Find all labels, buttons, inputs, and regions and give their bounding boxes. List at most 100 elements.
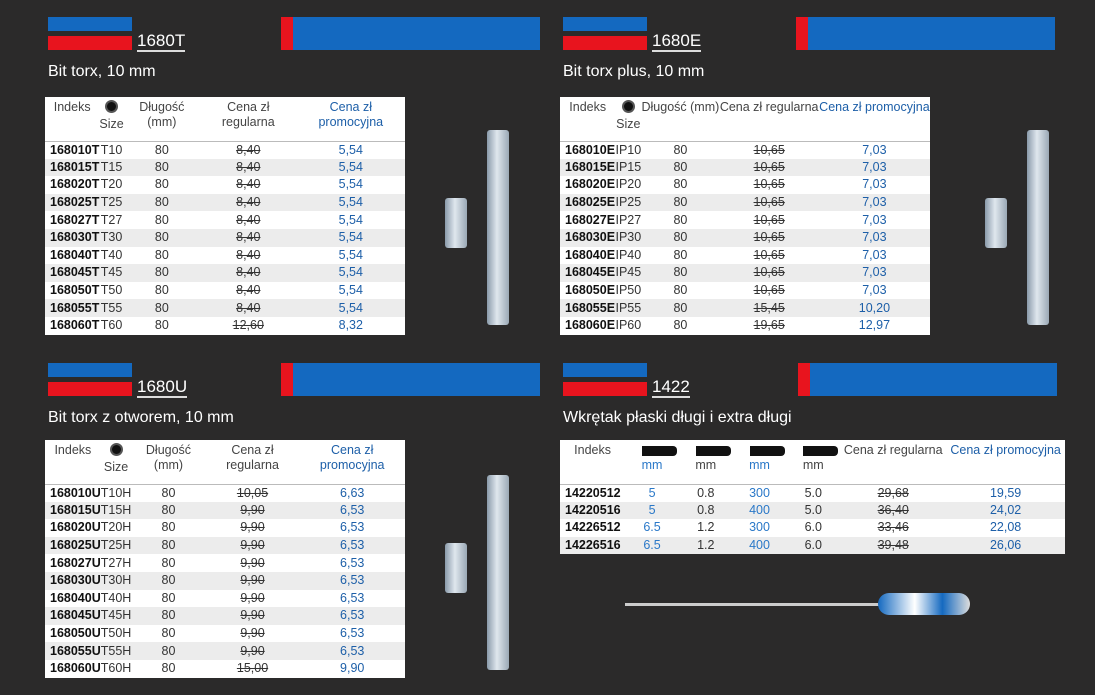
header-label: Długość (mm) xyxy=(145,443,192,472)
table-cell: 9,90 xyxy=(240,573,265,588)
table-cell: 168050E xyxy=(565,283,616,298)
table-cell: 80 xyxy=(154,300,169,315)
table-cell: IP45 xyxy=(615,265,642,280)
table-row: 168040E IP40 80 10,65 7,03 xyxy=(560,247,930,265)
table-cell: 15,00 xyxy=(236,661,269,676)
column-header: Cena zł promocyjna xyxy=(946,440,1065,484)
table-row: 168050T T50 80 8,40 5,54 xyxy=(45,282,405,300)
table-cell: 10,65 xyxy=(753,230,785,245)
table-cell: 168020T xyxy=(50,177,100,192)
table-cell: T15H xyxy=(100,502,132,517)
table-row: 168015T T15 80 8,40 5,54 xyxy=(45,158,405,177)
table-cell: 9,90 xyxy=(340,661,365,676)
column-header: Długość (mm) xyxy=(641,97,720,141)
section-code: 1680T xyxy=(137,31,186,52)
header-label: mm xyxy=(641,458,663,472)
table-cell: 24,02 xyxy=(989,502,1022,517)
table-cell: 5,54 xyxy=(338,212,363,227)
table-cell: 10,05 xyxy=(236,485,269,500)
table-cell: T50 xyxy=(100,283,123,298)
table-cell: 10,65 xyxy=(753,247,785,262)
table-cell: 168060U xyxy=(50,661,101,676)
header-label: Indeks xyxy=(569,100,607,114)
column-header: Cena zł regularna xyxy=(840,440,946,484)
table-cell: 168025E xyxy=(565,195,616,210)
table-row: 168020T T20 80 8,40 5,54 xyxy=(45,176,405,194)
table-cell: 9,90 xyxy=(240,643,265,658)
table-cell: T20 xyxy=(100,177,123,192)
table-row: 168060T T60 80 12,60 8,32 xyxy=(45,317,405,335)
table-cell: 36,40 xyxy=(877,502,909,517)
section-code: 1680E xyxy=(652,31,702,52)
table-cell: 8,40 xyxy=(236,230,261,245)
table-header-row: Indeks Size Długość (mm) Cena zł regularna C… xyxy=(45,97,405,141)
header-blue-bar xyxy=(48,17,132,31)
product-table: Indeks mm mm mm mm Cena zł regularna Cena zł p… xyxy=(560,440,1065,555)
table-row: 168025E IP25 80 10,65 7,03 xyxy=(560,193,930,212)
header-label: Cena zł promocyjna xyxy=(819,100,930,114)
table-cell: 168015U xyxy=(50,502,101,517)
table-cell: 8,40 xyxy=(236,265,261,280)
screwdriver-dimension-icon xyxy=(680,446,731,456)
table-cell: 168010U xyxy=(50,485,101,500)
table-row: 168010T T10 80 8,40 5,54 xyxy=(45,141,405,159)
section-subtitle: Bit torx z otworem, 10 mm xyxy=(48,409,234,426)
table-cell: 5,54 xyxy=(338,142,363,157)
column-header: Indeks xyxy=(45,97,99,141)
table-cell: T45 xyxy=(100,265,123,280)
table-cell: 168045U xyxy=(50,608,101,623)
table-row: 168010E IP10 80 10,65 7,03 xyxy=(560,141,930,159)
table-cell: 168010E xyxy=(565,142,616,157)
header-long-bar xyxy=(796,17,1055,50)
section-code: 1422 xyxy=(652,377,690,398)
table-row: 168020E IP20 80 10,65 7,03 xyxy=(560,176,930,194)
table-cell: 80 xyxy=(154,159,169,174)
table-row: 168040U T40H 80 9,90 6,53 xyxy=(45,590,405,608)
column-header: Indeks xyxy=(560,440,625,484)
table-cell: IP27 xyxy=(615,212,642,227)
table-cell: 80 xyxy=(673,142,688,157)
header-blue-bar xyxy=(48,363,132,377)
table-cell: 80 xyxy=(154,212,169,227)
table-cell: 80 xyxy=(154,142,169,157)
table-cell: IP25 xyxy=(615,195,642,210)
table-cell: 168060E xyxy=(565,318,616,333)
table-cell: 26,06 xyxy=(989,538,1022,553)
table-cell: 5,54 xyxy=(338,300,363,315)
table-cell: 12,97 xyxy=(858,318,891,333)
short-bit-image xyxy=(445,198,467,248)
table-cell: 5,54 xyxy=(338,195,363,210)
table-cell: 80 xyxy=(161,643,176,658)
table-row: 168010U T10H 80 10,05 6,63 xyxy=(45,484,405,502)
short-bit-image xyxy=(985,198,1007,248)
table-cell: 7,03 xyxy=(862,212,887,227)
table-cell: 80 xyxy=(161,661,176,676)
table-row: 168030T T30 80 8,40 5,54 xyxy=(45,228,405,247)
long-bit-image xyxy=(487,130,509,325)
table-cell: 168030U xyxy=(50,573,101,588)
table-cell: IP55 xyxy=(615,300,642,315)
table-cell: 80 xyxy=(161,555,176,570)
table-row: 168015U T15H 80 9,90 6,53 xyxy=(45,501,405,520)
table-cell: 168040E xyxy=(565,247,616,262)
product-table: Indeks Size Długość (mm) Cena zł regularna C… xyxy=(45,440,405,678)
table-header-row: Indeks Size Długość (mm) Cena zł regularna C… xyxy=(560,97,930,141)
table-cell: 6,63 xyxy=(340,485,365,500)
table-cell: 80 xyxy=(673,300,688,315)
table-cell: 7,03 xyxy=(862,142,887,157)
table-cell: 168030E xyxy=(565,230,616,245)
table-cell: 80 xyxy=(161,626,176,641)
table-row: 168045T T45 80 8,40 5,54 xyxy=(45,264,405,282)
header-label: Długość (mm) xyxy=(641,100,720,114)
screwdriver-dimension-icon xyxy=(627,446,678,456)
header-label: Cena zł promocyjna xyxy=(319,443,385,472)
table-cell: 168027U xyxy=(50,555,101,570)
table-cell: IP40 xyxy=(615,247,642,262)
table-cell: 10,65 xyxy=(753,177,785,192)
table-cell: 80 xyxy=(673,177,688,192)
table-row: 168025U T25H 80 9,90 6,53 xyxy=(45,536,405,555)
table-cell: 80 xyxy=(673,212,688,227)
header-label: Indeks xyxy=(574,443,611,457)
section-subtitle: Bit torx, 10 mm xyxy=(48,63,156,80)
table-cell: T30H xyxy=(100,573,132,588)
